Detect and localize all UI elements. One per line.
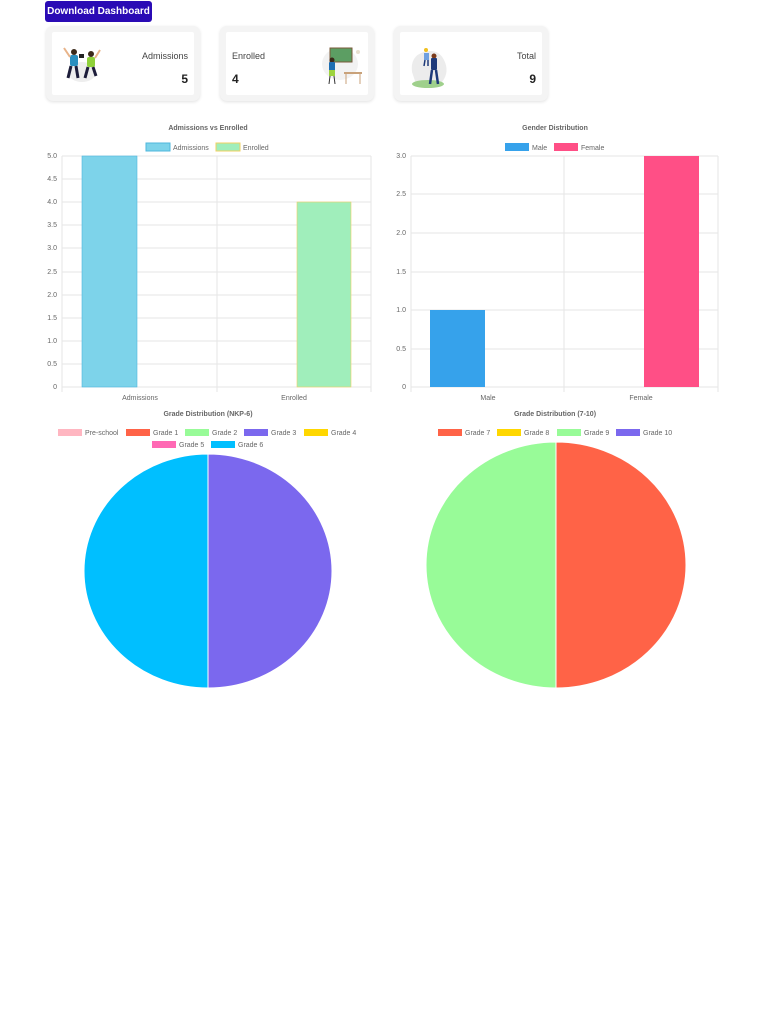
legend-label-grade9[interactable]: Grade 9 [584, 430, 609, 437]
chart-title: Grade Distribution (NKP-6) [163, 411, 252, 418]
total-card: Total 9 [394, 26, 548, 101]
svg-text:2.0: 2.0 [47, 292, 57, 299]
svg-text:1.5: 1.5 [396, 269, 406, 276]
bar-male[interactable] [430, 310, 485, 387]
bar-female[interactable] [644, 156, 699, 387]
enrolled-card: Enrolled 4 [220, 26, 374, 101]
total-label: Total [516, 51, 536, 61]
svg-text:2.5: 2.5 [47, 269, 57, 276]
svg-text:0.5: 0.5 [396, 346, 406, 353]
legend-swatch-grade8[interactable] [497, 429, 521, 436]
svg-text:3.5: 3.5 [47, 222, 57, 229]
admissions-value: 5 [181, 72, 188, 86]
pie-slice-grade3[interactable] [207, 453, 333, 689]
chart-title: Grade Distribution (7-10) [514, 411, 596, 418]
svg-text:2.0: 2.0 [396, 230, 406, 237]
legend-label-admissions[interactable]: Admissions [173, 145, 209, 152]
gender-distribution-chart: Gender Distribution Male Female 0 0.5 1.… [385, 118, 735, 403]
legend-swatch-grade10[interactable] [616, 429, 640, 436]
legend-swatch-preschool[interactable] [58, 429, 82, 436]
legend-label-grade2[interactable]: Grade 2 [212, 430, 237, 437]
bar-admissions[interactable] [81, 155, 138, 388]
legend-label-grade6[interactable]: Grade 6 [238, 442, 263, 449]
x-label-male: Male [480, 395, 495, 402]
legend-swatch-grade7[interactable] [438, 429, 462, 436]
chart-title: Gender Distribution [522, 125, 588, 132]
legend-label-preschool[interactable]: Pre-school [85, 430, 119, 437]
students-jumping-illustration [63, 47, 101, 82]
parent-child-illustration [411, 48, 447, 88]
grade-distribution-7-10-chart: Grade Distribution (7-10) Grade 7 Grade … [400, 404, 720, 694]
legend-swatch-male[interactable] [505, 143, 529, 151]
legend-label-grade3[interactable]: Grade 3 [271, 430, 296, 437]
pie-slice-grade7[interactable] [555, 441, 687, 689]
x-label-enrolled: Enrolled [281, 395, 307, 402]
pie-slice-grade9[interactable] [425, 441, 557, 689]
svg-text:5.0: 5.0 [47, 153, 57, 160]
admissions-card: Admissions 5 [46, 26, 200, 101]
download-dashboard-button[interactable]: Download Dashboard [45, 1, 152, 22]
svg-text:4.5: 4.5 [47, 176, 57, 183]
admissions-label: Admissions [141, 51, 188, 61]
svg-text:3.0: 3.0 [396, 153, 406, 160]
svg-text:1.5: 1.5 [47, 315, 57, 322]
bar-enrolled[interactable] [296, 201, 352, 388]
svg-text:3.0: 3.0 [47, 245, 57, 252]
pie-slice-grade6[interactable] [83, 453, 209, 689]
total-value: 9 [529, 72, 536, 86]
legend-label-grade5[interactable]: Grade 5 [179, 442, 204, 449]
legend-swatch-grade5[interactable] [152, 441, 176, 448]
legend-swatch-grade3[interactable] [244, 429, 268, 436]
legend-swatch-grade6[interactable] [211, 441, 235, 448]
legend-swatch-grade2[interactable] [185, 429, 209, 436]
legend-label-grade7[interactable]: Grade 7 [465, 430, 490, 437]
legend-swatch-grade1[interactable] [126, 429, 150, 436]
legend-swatch-enrolled[interactable] [215, 142, 241, 152]
legend-swatch-female[interactable] [554, 143, 578, 151]
pie-legend: Grade 7 Grade 8 Grade 9 Grade 10 [438, 429, 672, 437]
svg-text:1.0: 1.0 [396, 307, 406, 314]
svg-text:0: 0 [402, 384, 406, 391]
legend-swatch-grade4[interactable] [304, 429, 328, 436]
grade-distribution-nkp6-chart: Grade Distribution (NKP-6) Pre-school Gr… [40, 404, 380, 694]
legend-label-grade10[interactable]: Grade 10 [643, 430, 672, 437]
legend-label-grade8[interactable]: Grade 8 [524, 430, 549, 437]
y-axis-ticks: 0 0.5 1.0 1.5 2.0 2.5 3.0 3.5 4.0 4.5 5.… [47, 153, 57, 391]
legend-label-female[interactable]: Female [581, 145, 604, 152]
legend-label-male[interactable]: Male [532, 145, 547, 152]
svg-text:2.5: 2.5 [396, 191, 406, 198]
enrolled-value: 4 [232, 72, 239, 86]
x-label-admissions: Admissions [122, 395, 158, 402]
x-label-female: Female [629, 395, 652, 402]
svg-text:0.5: 0.5 [47, 361, 57, 368]
legend-swatch-grade9[interactable] [557, 429, 581, 436]
chart-title: Admissions vs Enrolled [168, 125, 247, 132]
svg-text:4.0: 4.0 [47, 199, 57, 206]
svg-text:0: 0 [53, 384, 57, 391]
legend-swatch-admissions[interactable] [145, 142, 171, 152]
pie-legend: Pre-school Grade 1 Grade 2 Grade 3 Grade… [58, 429, 356, 449]
admissions-vs-enrolled-chart: Admissions vs Enrolled Admissions Enroll… [30, 118, 380, 403]
svg-text:1.0: 1.0 [47, 338, 57, 345]
enrolled-label: Enrolled [232, 51, 266, 61]
legend-label-grade1[interactable]: Grade 1 [153, 430, 178, 437]
teacher-blackboard-illustration [322, 47, 362, 85]
legend-label-enrolled[interactable]: Enrolled [243, 145, 269, 152]
legend-label-grade4[interactable]: Grade 4 [331, 430, 356, 437]
y-axis-ticks: 0 0.5 1.0 1.5 2.0 2.5 3.0 [396, 153, 406, 391]
